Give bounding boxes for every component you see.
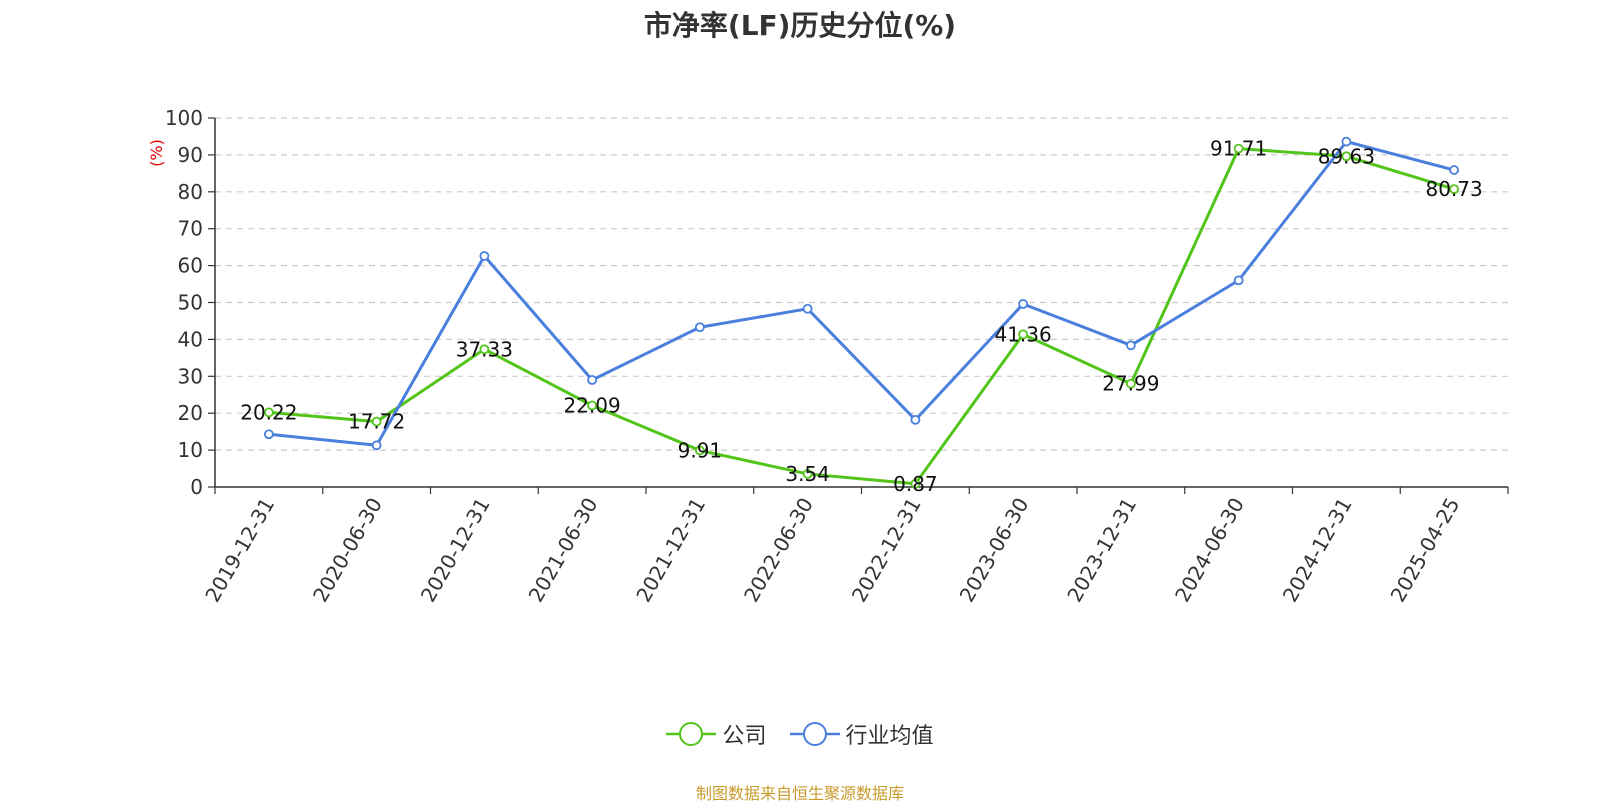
- chart-title: 市净率(LF)历史分位(%): [643, 9, 957, 42]
- x-tick-label: 2023-12-31: [1062, 494, 1141, 607]
- data-point-0[interactable]: [1233, 143, 1244, 154]
- y-tick-label: 50: [178, 291, 203, 315]
- data-label: 91.71: [1210, 137, 1267, 161]
- x-tick-label: 2023-06-30: [955, 494, 1034, 607]
- y-tick-label: 60: [178, 254, 203, 278]
- data-point-1[interactable]: [263, 429, 274, 440]
- data-point-0[interactable]: [694, 445, 705, 456]
- data-point-0[interactable]: [479, 344, 490, 355]
- source-note: 制图数据来自恒生聚源数据库: [695, 784, 904, 803]
- legend: 公司 行业均值: [0, 718, 1600, 752]
- x-tick-label: 2021-12-31: [631, 494, 710, 607]
- data-point-0[interactable]: [263, 407, 274, 418]
- axes: 0 10 20 30 40 50 60 70 80 90 100 2019-12-31 2020-06-…: [165, 106, 1509, 607]
- data-point-1[interactable]: [371, 440, 382, 451]
- legend-item-industry[interactable]: 行业均值: [789, 718, 934, 750]
- series-line-0: [268, 147, 1455, 486]
- data-point-1[interactable]: [1018, 299, 1029, 309]
- data-point-0[interactable]: [1341, 151, 1352, 162]
- y-tick-label: 70: [178, 217, 203, 241]
- series-lines: [263, 136, 1460, 489]
- x-tick-label: 2021-06-30: [524, 494, 603, 607]
- data-point-0[interactable]: [371, 416, 382, 427]
- data-point-1[interactable]: [1233, 275, 1244, 286]
- series-line-1: [268, 140, 1455, 447]
- data-point-1[interactable]: [479, 251, 490, 261]
- legend-label-industry: 行业均值: [845, 724, 934, 749]
- y-tick-label: 40: [178, 327, 203, 351]
- data-label: 80.73: [1425, 177, 1482, 201]
- y-axis-label: (%): [147, 139, 166, 167]
- data-point-0[interactable]: [1125, 378, 1136, 389]
- y-tick-label: 90: [178, 143, 203, 167]
- x-tick-label: 2024-06-30: [1170, 494, 1249, 607]
- data-label: 27.99: [1102, 372, 1159, 396]
- data-label: 3.54: [785, 462, 830, 486]
- data-label: 9.91: [678, 438, 723, 462]
- data-label: 17.72: [348, 410, 405, 434]
- data-point-0[interactable]: [1449, 184, 1460, 195]
- data-point-1[interactable]: [1125, 340, 1136, 351]
- x-tick-label: 2024-12-31: [1278, 494, 1357, 607]
- x-tick-label: 2020-06-30: [308, 494, 387, 607]
- data-point-0[interactable]: [1018, 329, 1029, 340]
- data-label: 0.87: [893, 472, 938, 496]
- x-tick-label: 2022-12-31: [847, 494, 926, 607]
- data-point-1[interactable]: [802, 303, 813, 314]
- y-tick-label: 100: [165, 106, 203, 130]
- data-label: 22.09: [563, 393, 620, 417]
- legend-item-company[interactable]: 公司: [666, 718, 767, 750]
- data-labels: 20.22 17.72 37.33 22.09 9.91 3.54 0.87 41.36 27.…: [240, 137, 1483, 496]
- y-tick-label: 0: [190, 475, 203, 499]
- x-tick-label: 2019-12-31: [200, 494, 279, 607]
- data-label: 89.63: [1318, 144, 1375, 168]
- data-label: 20.22: [240, 400, 297, 424]
- data-label: 41.36: [994, 322, 1051, 346]
- data-point-1[interactable]: [694, 322, 705, 333]
- data-point-1[interactable]: [1449, 165, 1460, 175]
- data-point-1[interactable]: [587, 375, 598, 385]
- y-tick-label: 20: [178, 401, 203, 425]
- x-tick-label: 2020-12-31: [416, 494, 495, 607]
- data-point-0[interactable]: [802, 469, 813, 479]
- y-tick-label: 80: [178, 180, 203, 204]
- data-point-0[interactable]: [587, 400, 598, 411]
- data-point-1[interactable]: [910, 414, 921, 425]
- x-tick-label: 2025-04-25: [1386, 494, 1465, 607]
- x-tick-label: 2022-06-30: [739, 494, 818, 607]
- y-tick-label: 30: [178, 364, 203, 388]
- data-label: 37.33: [456, 337, 513, 361]
- data-point-1[interactable]: [1341, 136, 1352, 147]
- y-tick-label: 10: [178, 438, 203, 462]
- data-point-0[interactable]: [910, 478, 921, 489]
- legend-company-marker: [666, 722, 717, 746]
- legend-industry-marker: [789, 722, 840, 746]
- legend-label-company: 公司: [722, 724, 767, 749]
